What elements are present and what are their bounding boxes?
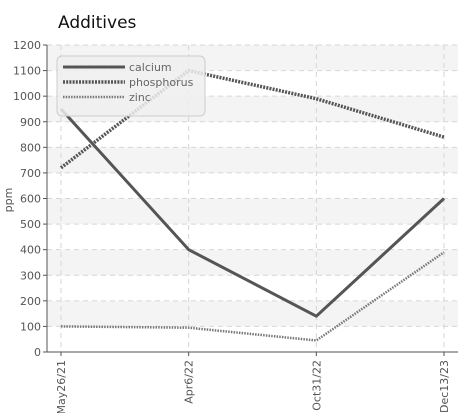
y-tick-label: 900 [20, 116, 41, 129]
grid-band [47, 249, 458, 276]
y-tick-label: 200 [20, 295, 41, 308]
x-tick-label: Apr6/22 [183, 360, 196, 404]
y-tick-label: 300 [20, 269, 41, 282]
grid-band [47, 300, 458, 327]
y-tick-label: 100 [20, 320, 41, 333]
legend-label-calcium: calcium [129, 61, 172, 74]
y-tick-label: 0 [34, 346, 41, 359]
legend: calcium phosphorus zinc [56, 55, 206, 117]
y-tick-label: 1000 [13, 90, 41, 103]
y-tick-label: 500 [20, 218, 41, 231]
legend-label-phosphorus: phosphorus [129, 76, 194, 89]
y-tick-label: 1200 [13, 39, 41, 52]
y-tick-label: 600 [20, 193, 41, 206]
y-axis-label: ppm [2, 188, 15, 213]
y-tick-label: 700 [20, 167, 41, 180]
series-line-zinc [60, 251, 445, 342]
series-line-phosphorus [59, 68, 445, 170]
legend-label-zinc: zinc [129, 91, 151, 104]
x-tick-label: Dec13/23 [438, 360, 451, 413]
y-tick-label: 400 [20, 244, 41, 257]
chart-title: Additives [58, 13, 137, 33]
grid-band [47, 198, 458, 225]
y-tick-label: 800 [20, 141, 41, 154]
x-tick-label: Oct31/22 [310, 360, 323, 411]
series-line-calcium [59, 107, 446, 318]
legend-box [56, 55, 206, 117]
y-tick-label: 1100 [13, 65, 41, 78]
x-tick-label: May26/21 [55, 360, 68, 413]
